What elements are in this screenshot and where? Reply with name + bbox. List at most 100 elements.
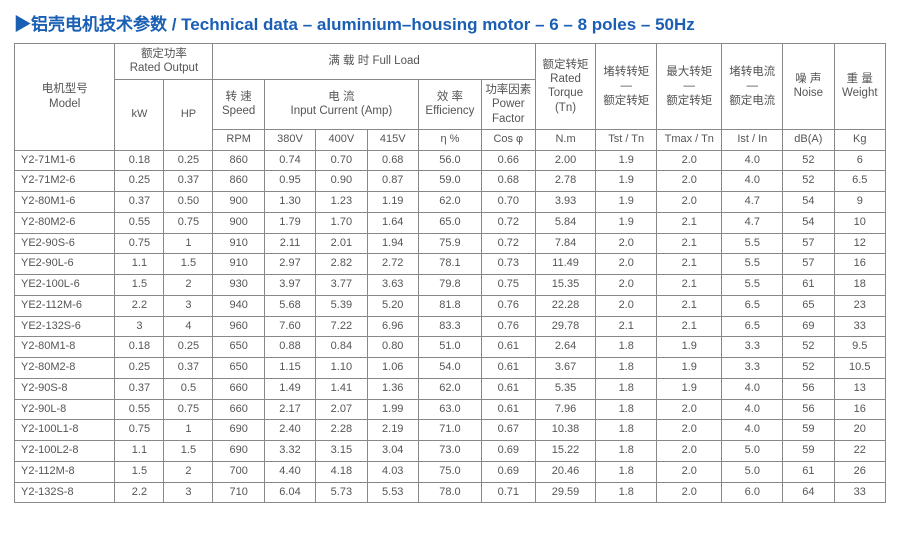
cell-value: 0.84 <box>316 337 367 358</box>
cell-value: 22 <box>834 441 885 462</box>
cell-value: 5.39 <box>316 295 367 316</box>
col-noise: 噪 声Noise <box>783 44 834 130</box>
col-eff: 效 率Efficiency <box>418 79 481 129</box>
cell-model: Y2-112M-8 <box>15 461 115 482</box>
cell-value: 22.28 <box>535 295 596 316</box>
col-rated-output: 额定功率Rated Output <box>115 44 213 80</box>
cell-value: 0.37 <box>115 192 164 213</box>
cell-value: 57 <box>783 254 834 275</box>
cell-value: 5.35 <box>535 378 596 399</box>
cell-value: 52 <box>783 358 834 379</box>
col-istin: Ist / In <box>722 129 783 150</box>
cell-value: 6.96 <box>367 316 418 337</box>
cell-value: 52 <box>783 171 834 192</box>
cell-value: 5.0 <box>722 461 783 482</box>
cell-value: 6 <box>834 150 885 171</box>
cell-value: 52 <box>783 337 834 358</box>
cell-value: 15.35 <box>535 275 596 296</box>
cell-model: Y2-100L2-8 <box>15 441 115 462</box>
cell-value: 62.0 <box>418 378 481 399</box>
cell-value: 2.1 <box>657 295 722 316</box>
cell-value: 2.64 <box>535 337 596 358</box>
cell-value: 650 <box>213 358 264 379</box>
cell-value: 3.15 <box>316 441 367 462</box>
cell-value: 1.41 <box>316 378 367 399</box>
cell-value: 1.8 <box>596 441 657 462</box>
cell-value: 59 <box>783 441 834 462</box>
cell-value: 61 <box>783 275 834 296</box>
cell-value: 0.66 <box>481 150 535 171</box>
cell-value: 3.93 <box>535 192 596 213</box>
cell-value: 690 <box>213 420 264 441</box>
cell-model: YE2-112M-6 <box>15 295 115 316</box>
cell-value: 5.0 <box>722 441 783 462</box>
cell-value: 4.7 <box>722 192 783 213</box>
cell-value: 0.71 <box>481 482 535 503</box>
cell-value: 59 <box>783 420 834 441</box>
table-row: Y2-80M2-60.550.759001.791.701.6465.00.72… <box>15 212 886 233</box>
cell-value: 65.0 <box>418 212 481 233</box>
cell-value: 1.8 <box>596 358 657 379</box>
table-row: Y2-80M1-80.180.256500.880.840.8051.00.61… <box>15 337 886 358</box>
cell-value: 1.8 <box>596 337 657 358</box>
cell-value: 3.77 <box>316 275 367 296</box>
cell-value: 23 <box>834 295 885 316</box>
cell-value: 2.0 <box>596 233 657 254</box>
cell-value: 18 <box>834 275 885 296</box>
cell-value: 0.25 <box>115 358 164 379</box>
cell-value: 52 <box>783 150 834 171</box>
cell-value: 2.0 <box>657 192 722 213</box>
cell-value: 1.1 <box>115 441 164 462</box>
cell-value: 900 <box>213 212 264 233</box>
cell-value: 5.5 <box>722 254 783 275</box>
cell-value: 0.61 <box>481 358 535 379</box>
cell-value: 54 <box>783 192 834 213</box>
col-eta: η % <box>418 129 481 150</box>
cell-value: 2.78 <box>535 171 596 192</box>
table-row: YE2-132S-6349607.607.226.9683.30.7629.78… <box>15 316 886 337</box>
cell-value: 16 <box>834 399 885 420</box>
table-row: YE2-90L-61.11.59102.972.822.7278.10.7311… <box>15 254 886 275</box>
cell-value: 64 <box>783 482 834 503</box>
cell-value: 1.8 <box>596 399 657 420</box>
cell-value: 2.0 <box>596 275 657 296</box>
cell-value: 3.04 <box>367 441 418 462</box>
cell-value: 650 <box>213 337 264 358</box>
cell-value: 0.73 <box>481 254 535 275</box>
cell-value: 1.06 <box>367 358 418 379</box>
col-tmax: 最大转矩—额定转矩 <box>657 44 722 130</box>
cell-value: 7.84 <box>535 233 596 254</box>
cell-value: 1.94 <box>367 233 418 254</box>
cell-value: 69 <box>783 316 834 337</box>
table-row: Y2-71M1-60.180.258600.740.700.6856.00.66… <box>15 150 886 171</box>
cell-value: 1.1 <box>115 254 164 275</box>
cell-value: 6.0 <box>722 482 783 503</box>
cell-model: Y2-80M1-8 <box>15 337 115 358</box>
cell-value: 940 <box>213 295 264 316</box>
cell-model: YE2-90L-6 <box>15 254 115 275</box>
col-dba: dB(A) <box>783 129 834 150</box>
cell-value: 1 <box>164 233 213 254</box>
cell-value: 75.9 <box>418 233 481 254</box>
cell-value: 10.38 <box>535 420 596 441</box>
cell-value: 0.5 <box>164 378 213 399</box>
cell-value: 65 <box>783 295 834 316</box>
cell-value: 0.95 <box>264 171 315 192</box>
cell-value: 1.49 <box>264 378 315 399</box>
cell-value: 1.23 <box>316 192 367 213</box>
col-weight: 重 量Weight <box>834 44 885 130</box>
cell-model: Y2-132S-8 <box>15 482 115 503</box>
cell-value: 0.70 <box>316 150 367 171</box>
cell-value: 2.0 <box>657 461 722 482</box>
cell-value: 2.1 <box>657 275 722 296</box>
cell-value: 6.04 <box>264 482 315 503</box>
cell-value: 63.0 <box>418 399 481 420</box>
table-header: 电机型号Model 额定功率Rated Output 满 载 时 Full Lo… <box>15 44 886 151</box>
cell-value: 0.75 <box>481 275 535 296</box>
cell-value: 7.96 <box>535 399 596 420</box>
cell-value: 1.36 <box>367 378 418 399</box>
cell-value: 0.87 <box>367 171 418 192</box>
cell-value: 3 <box>115 316 164 337</box>
cell-value: 54 <box>783 212 834 233</box>
col-tst: 堵转转矩—额定转矩 <box>596 44 657 130</box>
